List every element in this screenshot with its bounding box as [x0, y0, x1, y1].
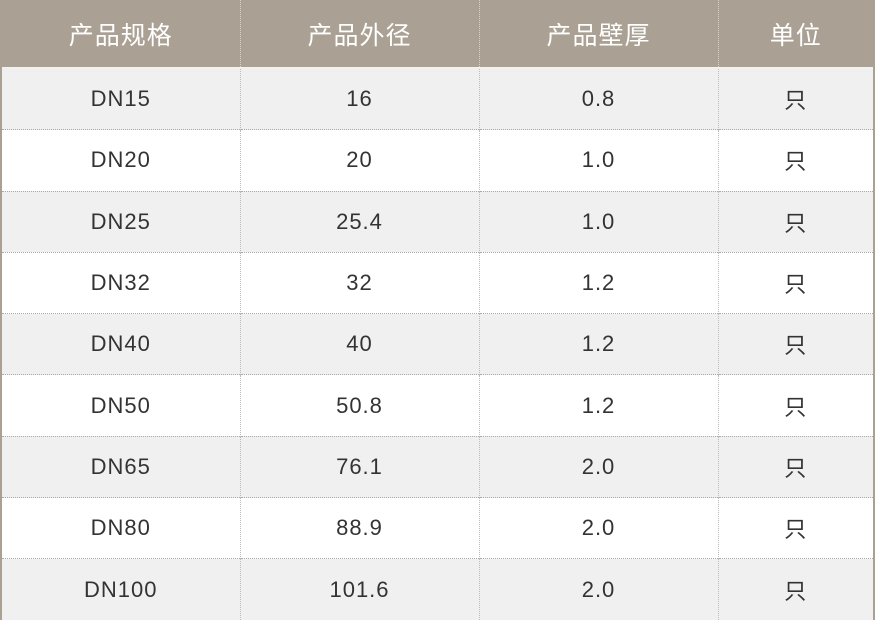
table-cell: 只 [717, 67, 873, 130]
table-cell: 50.8 [239, 374, 479, 437]
table-cell: DN65 [2, 435, 240, 498]
table-row: DN32 32 1.2 只 [2, 251, 873, 314]
table-cell: 76.1 [239, 435, 479, 498]
table-row: DN65 76.1 2.0 只 [2, 435, 873, 498]
table-cell: DN32 [2, 251, 240, 314]
table-cell: 2.0 [478, 497, 718, 559]
table-row: DN50 50.8 1.2 只 [2, 374, 873, 437]
table-cell: DN20 [2, 129, 240, 192]
table-cell: 88.9 [239, 497, 479, 559]
table-cell: DN25 [2, 190, 240, 253]
table-cell: DN100 [2, 558, 240, 620]
column-header: 产品规格 [2, 0, 240, 69]
table-cell: 只 [717, 374, 873, 437]
table-cell: DN80 [2, 497, 240, 559]
table-row: DN100 101.6 2.0 只 [2, 558, 873, 620]
table-cell: 只 [717, 313, 873, 375]
table-cell: 只 [717, 497, 873, 559]
table-row: DN15 16 0.8 只 [2, 67, 873, 130]
table-row: DN40 40 1.2 只 [2, 313, 873, 375]
table-cell: 1.0 [478, 129, 718, 192]
table-cell: 1.2 [478, 374, 718, 437]
table-cell: 40 [239, 313, 479, 375]
table-cell: 16 [239, 67, 479, 130]
column-header: 单位 [717, 0, 873, 69]
table-cell: 2.0 [478, 435, 718, 498]
column-header: 产品壁厚 [478, 0, 718, 69]
table-cell: DN15 [2, 67, 240, 130]
table-cell: 32 [239, 251, 479, 314]
table-cell: DN50 [2, 374, 240, 437]
table-cell: 0.8 [478, 67, 718, 130]
table-row: DN20 20 1.0 只 [2, 129, 873, 192]
table-row: DN80 88.9 2.0 只 [2, 497, 873, 559]
table-cell: 只 [717, 558, 873, 620]
column-header: 产品外径 [239, 0, 479, 69]
table-cell: 25.4 [239, 190, 479, 253]
table-cell: 101.6 [239, 558, 479, 620]
table-cell: DN40 [2, 313, 240, 375]
header-row: 产品规格 产品外径 产品壁厚 单位 [2, 0, 873, 69]
table-row: DN25 25.4 1.0 只 [2, 190, 873, 253]
table-cell: 只 [717, 435, 873, 498]
table-cell: 只 [717, 129, 873, 192]
table-cell: 只 [717, 251, 873, 314]
table-cell: 20 [239, 129, 479, 192]
table-cell: 1.2 [478, 313, 718, 375]
table-cell: 2.0 [478, 558, 718, 620]
table-cell: 1.2 [478, 251, 718, 314]
table-cell: 只 [717, 190, 873, 253]
table-cell: 1.0 [478, 190, 718, 253]
